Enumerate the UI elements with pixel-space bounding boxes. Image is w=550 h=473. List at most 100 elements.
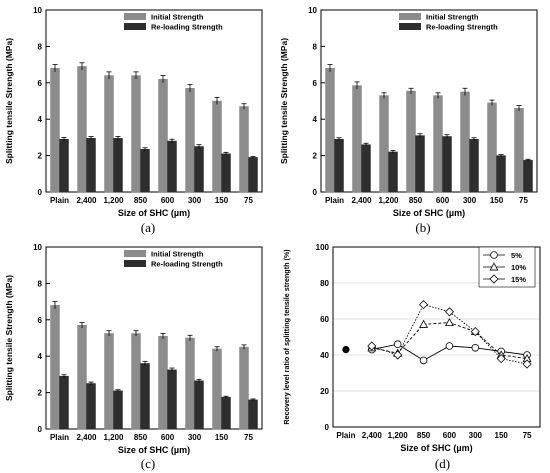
marker-circle: [471, 344, 480, 352]
bar-reloading: [334, 138, 344, 193]
x-tick-label: 300: [469, 431, 483, 440]
legend-label: 10%: [511, 263, 526, 272]
x-axis-label: Size of SHC (µm): [393, 208, 465, 218]
y-tick-label: 100: [316, 243, 330, 252]
y-tick-label: 0: [325, 423, 330, 432]
chart-d-svg: 0 20 40 60 80 100 Plain 2,400 1,200 850 600 300 150 7…: [282, 243, 541, 471]
bar-reloading: [113, 138, 123, 193]
y-axis-label: Splitting tensile Strength (MPa): [4, 38, 14, 164]
y-tick-label: 2: [38, 152, 43, 161]
y-tick-label: 40: [320, 351, 329, 360]
bar-reloading: [194, 380, 204, 430]
x-axis-label: Size of SHC (µm): [118, 445, 190, 455]
x-tick-label: 150: [215, 433, 229, 442]
panel-caption: (c): [141, 456, 155, 471]
y-axis-label: Recovery level ratio of splitting tensil…: [282, 249, 291, 425]
y-tick-label: 4: [38, 115, 43, 124]
bar-reloading: [140, 148, 150, 193]
bar-initial: [50, 304, 60, 430]
legend-swatch-initial: [124, 13, 146, 20]
bar-reloading: [248, 399, 258, 430]
bar-reloading: [248, 157, 258, 193]
bar-reloading: [442, 136, 452, 193]
legend-label: Initial Strength: [426, 13, 479, 22]
x-tick-label: 300: [188, 196, 202, 205]
x-tick-label: 2,400: [362, 431, 383, 440]
bar-reloading: [86, 138, 96, 193]
plot-frame: [332, 246, 541, 428]
legend-label: Initial Strength: [151, 13, 204, 22]
x-tick-label: 2,400: [76, 196, 97, 205]
x-tick-label: 1,200: [103, 433, 124, 442]
x-tick-label: 150: [495, 431, 509, 440]
y-tick-label: 4: [38, 352, 43, 361]
legend-label: Re-loading Strength: [151, 23, 223, 32]
x-tick-label: 600: [161, 196, 175, 205]
chart-panel-d: 0 20 40 60 80 100 Plain 2,400 1,200 850 600 300 150 7…: [275, 237, 550, 473]
legend-swatch-initial: [399, 13, 421, 20]
bar-reloading: [59, 138, 69, 193]
bar-reloading: [523, 159, 533, 193]
bar-reloading: [194, 146, 204, 193]
bar-reloading: [113, 390, 123, 430]
y-tick-label: 6: [38, 316, 43, 325]
marker-diamond: [522, 359, 532, 369]
plot-frame: [320, 9, 538, 193]
chart-c-svg: 0 2 4 6 8 10 Plain 2,400 1,200 850 600 300 150 75 Init…: [4, 243, 263, 471]
bar-initial: [487, 102, 497, 193]
bar-initial: [77, 66, 87, 193]
y-tick-label: 6: [38, 79, 43, 88]
x-tick-label: Plain: [325, 196, 344, 205]
chart-panel-c: 0 2 4 6 8 10 Plain 2,400 1,200 850 600 300 150 75 Init…: [0, 237, 275, 473]
bar-initial: [379, 95, 389, 193]
bar-reloading: [59, 375, 69, 430]
y-tick-label: 20: [320, 387, 329, 396]
bar-reloading: [415, 135, 425, 193]
bar-initial: [433, 95, 443, 193]
marker-plain: [342, 346, 350, 354]
chart-b-svg: 0 2 4 6 8 10 Plain 2,400 1,200 850 600 300 150 75 Init…: [279, 6, 538, 235]
y-tick-label: 4: [313, 115, 318, 124]
x-tick-label: 75: [244, 433, 253, 442]
legend-swatch-reloading: [399, 23, 421, 30]
y-tick-label: 0: [38, 425, 43, 434]
y-axis-label: Splitting tensile Strength (MPa): [279, 38, 289, 164]
chart-panel-b: 0 2 4 6 8 10 Plain 2,400 1,200 850 600 300 150 75 Init…: [275, 0, 550, 237]
marker-triangle: [419, 319, 429, 328]
marker-circle: [445, 342, 454, 350]
bar-initial: [185, 337, 195, 430]
legend-label: 5%: [511, 251, 522, 260]
x-tick-label: 1,200: [103, 196, 124, 205]
x-tick-label: 75: [523, 431, 532, 440]
bar-reloading: [361, 144, 371, 193]
bar-initial: [131, 333, 141, 430]
x-tick-label: 600: [436, 196, 450, 205]
bar-initial: [158, 335, 168, 430]
x-axis-label: Size of SHC (µm): [400, 443, 472, 453]
x-tick-label: 850: [134, 196, 148, 205]
x-tick-label: 150: [215, 196, 229, 205]
x-tick-label: 850: [417, 431, 431, 440]
y-tick-label: 0: [38, 188, 43, 197]
bar-reloading: [140, 363, 150, 430]
marker-circle: [419, 356, 428, 365]
panel-caption: (a): [141, 220, 155, 235]
bar-initial: [212, 348, 222, 430]
legend-label: Re-loading Strength: [426, 23, 498, 32]
x-axis-label: Size of SHC (µm): [118, 208, 190, 218]
y-tick-label: 10: [33, 243, 42, 252]
marker-diamond: [470, 327, 480, 337]
bar-reloading: [388, 151, 398, 193]
bar-reloading: [496, 155, 506, 193]
bar-initial: [460, 91, 470, 193]
plot-frame: [45, 246, 263, 430]
legend-marker-circle: [490, 251, 498, 259]
x-tick-label: 1,200: [378, 196, 399, 205]
y-tick-label: 2: [313, 152, 318, 161]
plot-frame: [45, 9, 263, 193]
x-tick-label: 300: [188, 433, 202, 442]
y-tick-label: 2: [38, 389, 43, 398]
bar-reloading: [86, 383, 96, 430]
y-tick-label: 6: [313, 79, 318, 88]
x-tick-label: 600: [161, 433, 175, 442]
